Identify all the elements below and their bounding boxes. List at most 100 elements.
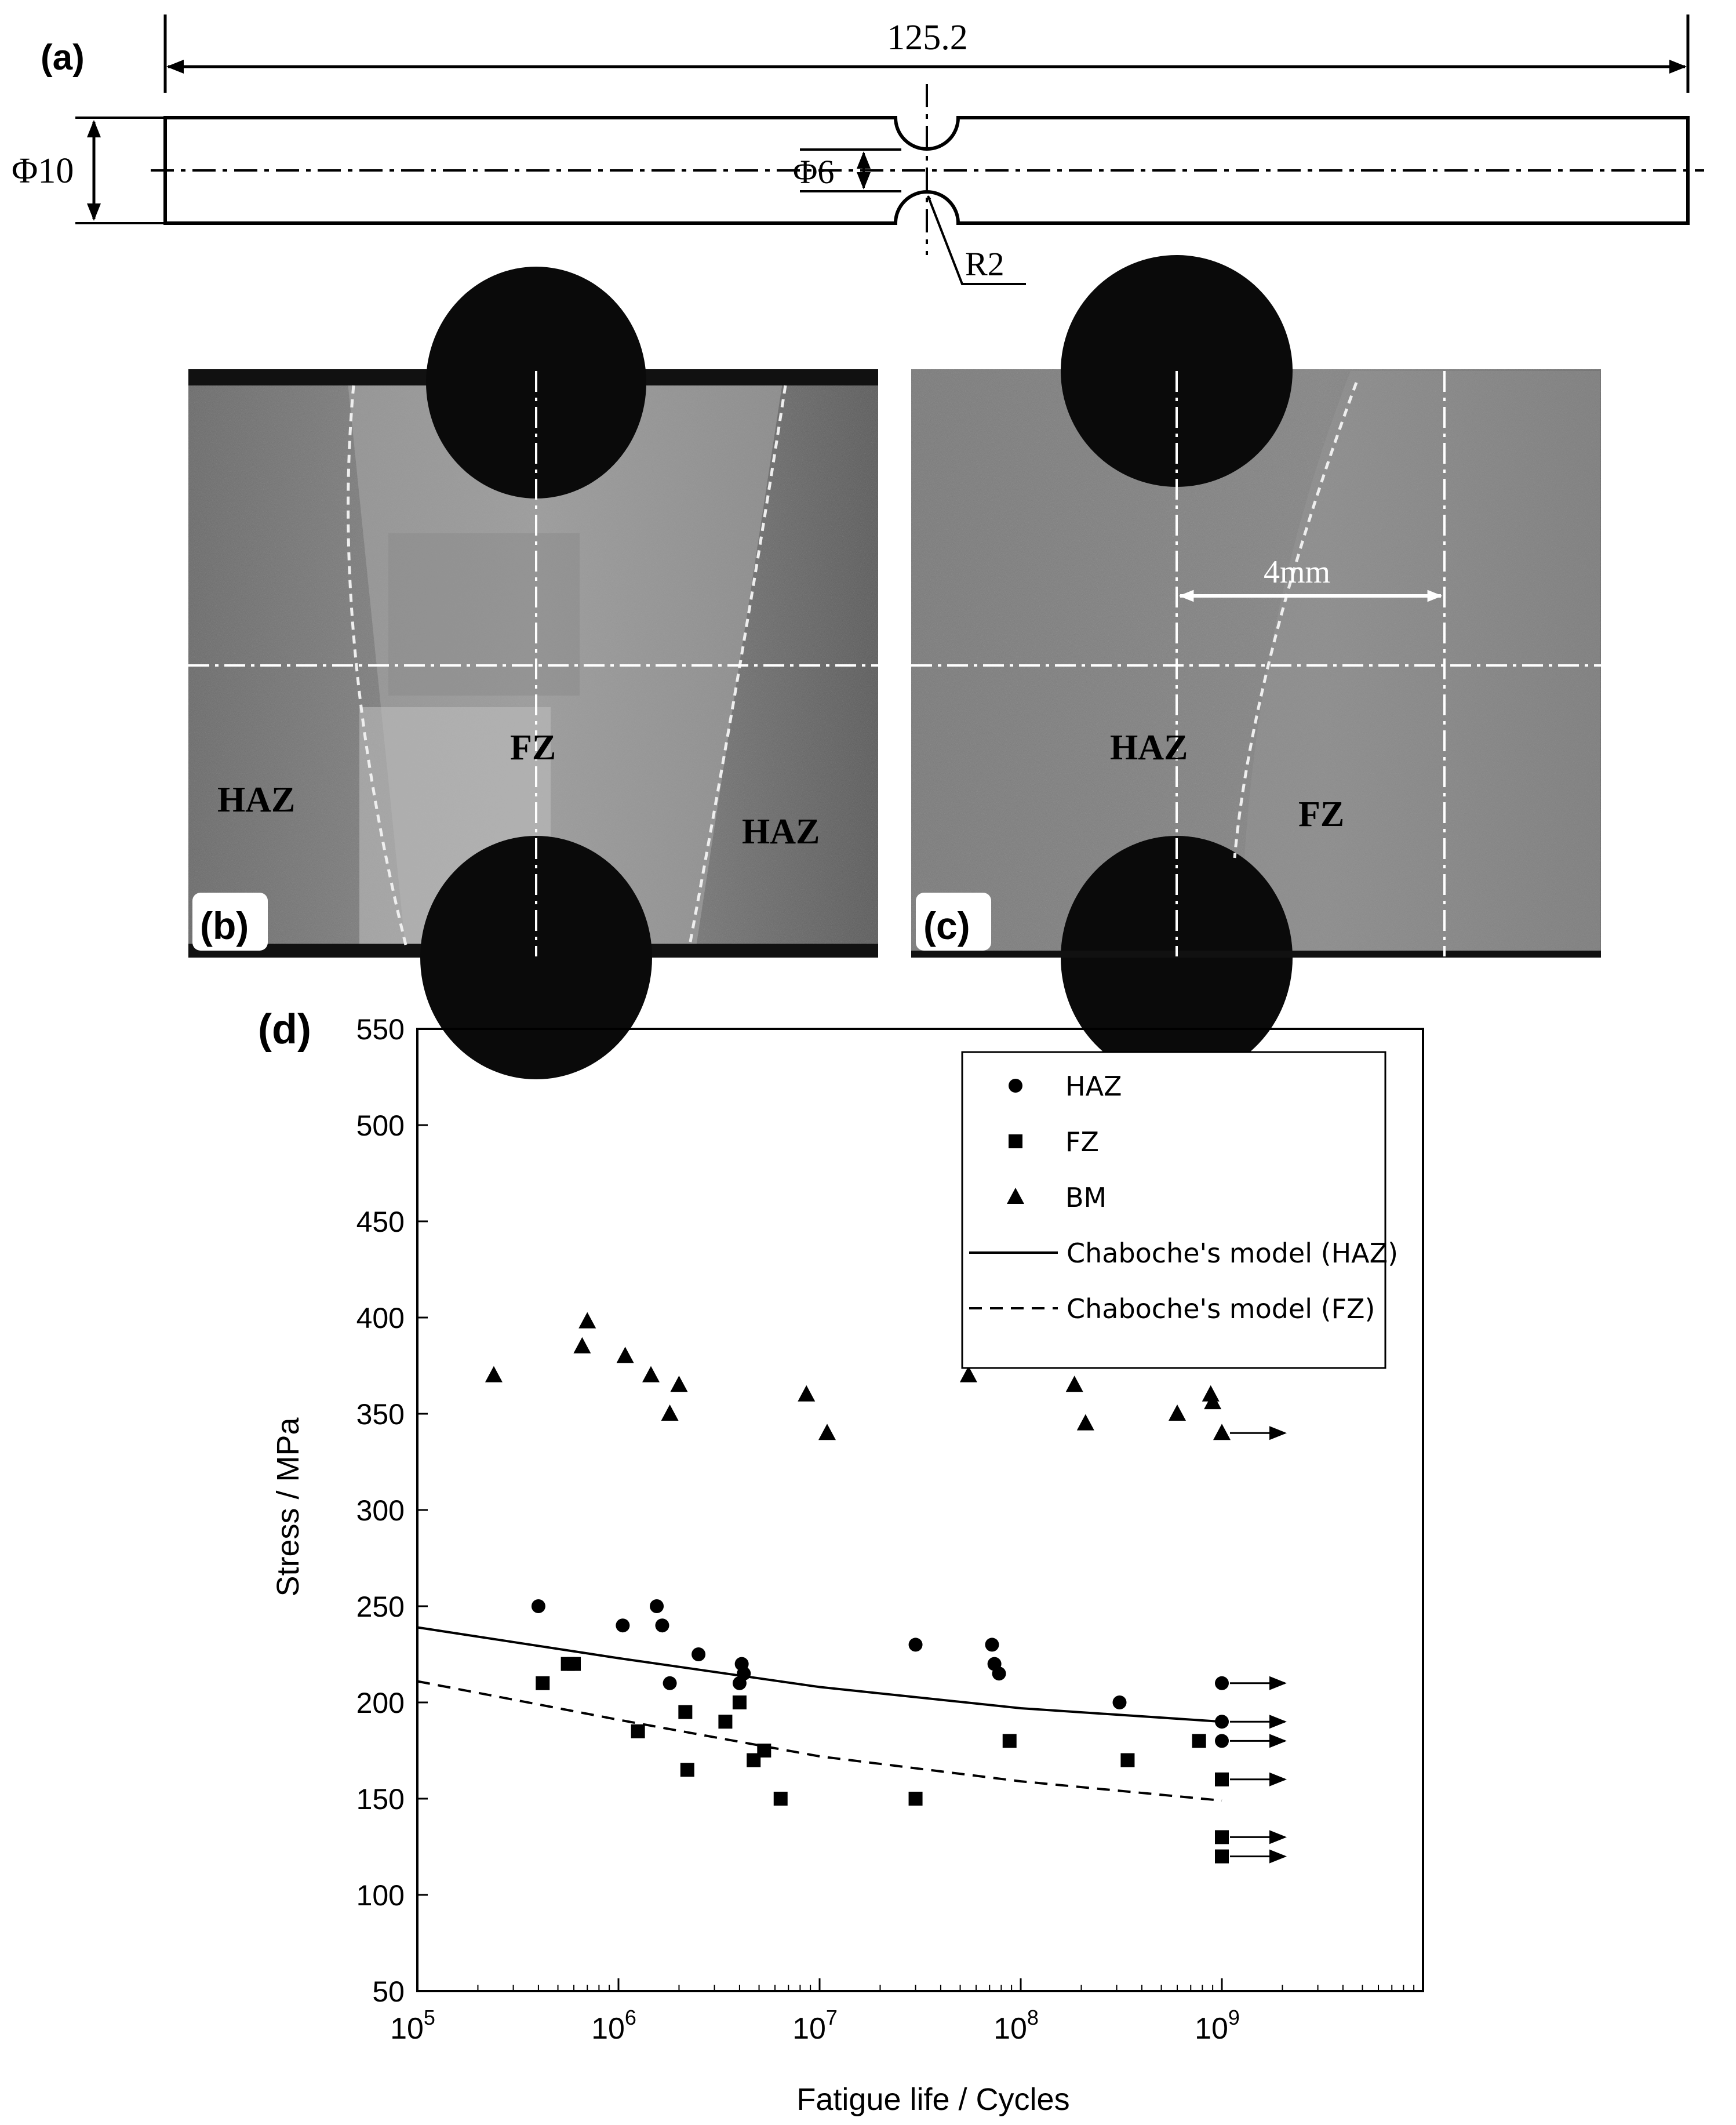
point-fz xyxy=(1215,1849,1229,1864)
point-haz xyxy=(1215,1715,1229,1729)
length-dimension-value: 125.2 xyxy=(887,18,968,57)
point-haz xyxy=(737,1666,751,1681)
outer-diameter-label: Φ10 xyxy=(12,151,74,191)
panel-b-label-box xyxy=(192,893,268,951)
x-tick-label: 108 xyxy=(993,2006,1039,2046)
panel-c-scale-label: 4mm xyxy=(1264,554,1330,590)
specimen-outline xyxy=(163,116,1690,225)
legend-label: BM xyxy=(1065,1182,1107,1213)
point-haz xyxy=(616,1618,630,1633)
point-fz xyxy=(567,1657,581,1671)
legend-marker xyxy=(1009,1134,1022,1148)
point-fz xyxy=(1002,1734,1017,1748)
point-bm xyxy=(798,1385,816,1402)
panel-b-zone-right: HAZ xyxy=(742,812,820,852)
x-tick-label: 106 xyxy=(591,2006,636,2046)
point-bm xyxy=(1213,1424,1231,1440)
chart-legend: HAZ FZ BM Chaboche's model (HAZ) Chaboche's … xyxy=(961,1051,1398,1369)
curve-chaboche-s-model-haz xyxy=(417,1626,1222,1723)
y-tick-label: 100 xyxy=(356,1879,405,1912)
panel-d-chart: (d) 50 100 150 200 250 300 350 400 450 500 550 105… xyxy=(258,1006,1424,2117)
point-bm xyxy=(959,1366,977,1382)
point-fz xyxy=(1215,1830,1229,1844)
y-tick-label: 150 xyxy=(356,1783,405,1815)
point-bm xyxy=(616,1347,634,1363)
notch-radius-label: R2 xyxy=(965,245,1005,283)
point-haz xyxy=(692,1647,706,1661)
point-fz xyxy=(631,1724,645,1738)
panel-a-label: (a) xyxy=(41,38,85,78)
point-fz xyxy=(1215,1772,1229,1786)
y-axis: 50 100 150 200 250 300 350 400 450 500 550 xyxy=(356,1013,428,2008)
point-bm xyxy=(573,1337,591,1353)
lower-notch xyxy=(420,836,652,1079)
notch-diameter-label: Φ6 xyxy=(793,153,834,191)
point-bm xyxy=(661,1404,679,1421)
panel-b-zone-left: HAZ xyxy=(217,780,295,820)
point-bm xyxy=(1065,1376,1083,1392)
point-fz xyxy=(1192,1734,1206,1748)
x-axis-label: Fatigue life / Cycles xyxy=(796,2082,1069,2117)
y-tick-label: 250 xyxy=(356,1591,405,1623)
panel-b-zone-center: FZ xyxy=(510,728,556,767)
panel-c-label-box xyxy=(916,893,991,951)
point-fz xyxy=(680,1763,694,1777)
panel-c-micrograph: 4mm HAZ FZ (c) xyxy=(911,255,1601,1079)
point-fz xyxy=(773,1792,788,1806)
point-bm xyxy=(1076,1414,1094,1431)
curve-chaboche-s-model-fz xyxy=(417,1680,1222,1802)
legend-label: FZ xyxy=(1065,1126,1099,1158)
point-fz xyxy=(1120,1753,1135,1767)
panel-c-zone-left: HAZ xyxy=(1110,728,1188,767)
y-tick-label: 200 xyxy=(356,1687,405,1719)
point-bm xyxy=(578,1312,596,1329)
panel-c-zone-right: FZ xyxy=(1298,795,1344,834)
point-haz xyxy=(531,1599,545,1613)
legend-marker xyxy=(1007,1188,1024,1204)
legend-label: HAZ xyxy=(1065,1071,1122,1102)
legend-label: Chaboche's model (FZ) xyxy=(1067,1293,1375,1325)
point-fz xyxy=(678,1705,693,1719)
point-haz xyxy=(992,1666,1006,1681)
panel-b-micrograph: HAZ FZ HAZ (b) xyxy=(188,267,878,1079)
point-haz xyxy=(650,1599,664,1613)
point-haz xyxy=(908,1638,923,1652)
point-fz xyxy=(536,1676,550,1690)
point-fz xyxy=(757,1744,771,1758)
y-tick-label: 450 xyxy=(356,1206,405,1238)
point-haz xyxy=(1215,1676,1229,1690)
x-tick-label: 105 xyxy=(390,2006,435,2046)
point-bm xyxy=(670,1376,688,1392)
x-axis: 105 106 107 108 109 xyxy=(390,1978,1415,2046)
point-bm xyxy=(1169,1404,1187,1421)
point-bm xyxy=(818,1424,836,1440)
point-haz xyxy=(655,1618,669,1633)
point-fz xyxy=(908,1792,923,1806)
point-haz xyxy=(663,1676,677,1690)
data-points xyxy=(485,1312,1231,1864)
y-tick-label: 50 xyxy=(372,1975,405,2008)
point-haz xyxy=(1215,1734,1229,1748)
y-axis-label: Stress / MPa xyxy=(271,1417,305,1596)
point-bm xyxy=(485,1366,503,1382)
y-tick-label: 350 xyxy=(356,1398,405,1431)
legend-label: Chaboche's model (HAZ) xyxy=(1067,1238,1398,1269)
y-tick-label: 400 xyxy=(356,1302,405,1334)
y-tick-label: 500 xyxy=(356,1109,405,1142)
runout-arrows xyxy=(1230,1426,1287,1864)
point-haz xyxy=(1112,1695,1127,1709)
legend-box xyxy=(961,1051,1386,1369)
y-tick-label: 300 xyxy=(356,1494,405,1527)
point-bm xyxy=(642,1366,660,1382)
x-tick-label: 107 xyxy=(792,2006,838,2046)
model-curves xyxy=(417,1626,1222,1802)
y-tick-label: 550 xyxy=(356,1013,405,1046)
point-haz xyxy=(985,1638,999,1652)
point-fz xyxy=(732,1695,747,1709)
panel-b-label: (b) xyxy=(200,904,249,947)
x-tick-label: 109 xyxy=(1195,2006,1240,2046)
point-fz xyxy=(718,1715,733,1729)
point-bm xyxy=(1204,1393,1222,1410)
panel-c-label: (c) xyxy=(923,904,970,947)
